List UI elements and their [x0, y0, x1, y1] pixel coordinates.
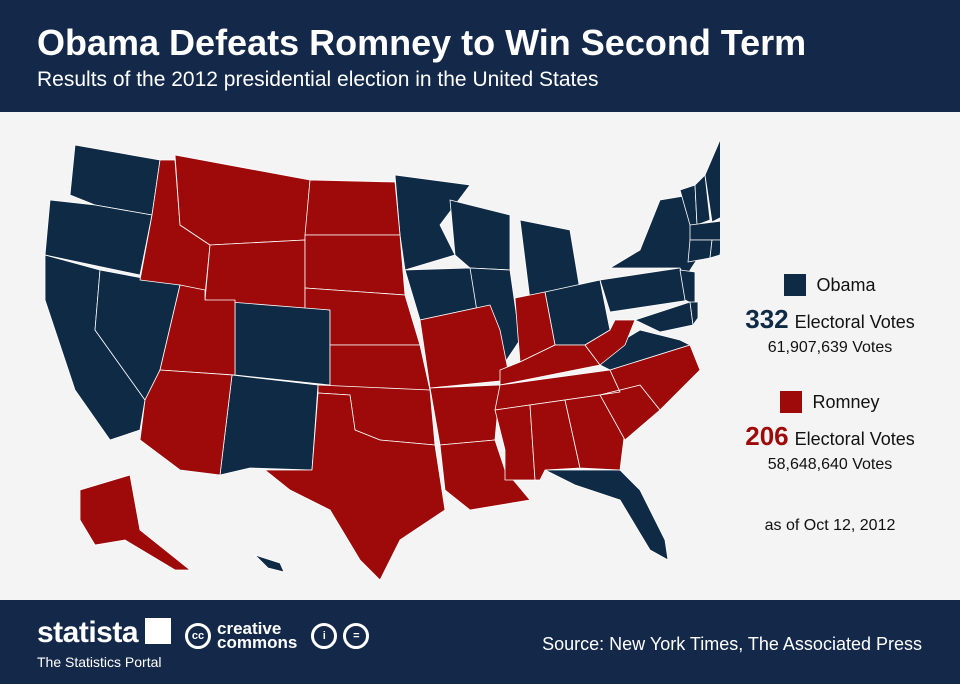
obama-swatch: [784, 274, 807, 296]
state-co: [234, 299, 331, 386]
attribution-icon: i: [311, 623, 338, 649]
obama-electoral-count: 332: [745, 304, 789, 334]
state-or: [44, 199, 153, 276]
state-de: [689, 301, 699, 326]
as-of-date: as of Oct 12, 2012: [764, 517, 896, 534]
state-nd: [304, 179, 401, 236]
footer: statista The Statistics Portal cc creati…: [0, 600, 960, 684]
state-nh: [694, 174, 711, 226]
state-fl: [544, 469, 669, 561]
romney-electoral: 206 Electoral Votes: [720, 421, 940, 452]
state-tx: [264, 392, 446, 581]
statista-logo[interactable]: statista: [37, 616, 139, 649]
state-sd: [304, 234, 406, 296]
state-az: [139, 369, 233, 476]
cc-icon: cc: [185, 623, 211, 649]
state-ks: [329, 344, 431, 391]
legend-romney: Romney: [720, 389, 940, 415]
state-ms: [494, 404, 536, 481]
state-mt: [174, 154, 311, 246]
state-pa: [599, 267, 691, 313]
state-ma: [689, 220, 720, 241]
state-ct: [687, 239, 713, 263]
state-ak: [79, 474, 191, 571]
state-me: [704, 139, 720, 223]
legend-obama: Obama: [720, 272, 940, 298]
state-ri: [709, 239, 720, 259]
header: Obama Defeats Romney to Win Second Term …: [0, 0, 960, 112]
state-wy: [204, 239, 306, 309]
source-text: Source: New York Times, The Associated P…: [542, 634, 922, 654]
statista-tagline: The Statistics Portal: [37, 654, 162, 670]
electoral-label: Electoral Votes: [794, 312, 915, 332]
romney-electoral-count: 206: [745, 421, 789, 451]
romney-name: Romney: [812, 391, 880, 412]
legend: Obama 332 Electoral Votes 61,907,639 Vote…: [720, 272, 940, 474]
statista-logo-mark-icon: [145, 618, 171, 644]
romney-popular-votes: 58,648,640 Votes: [767, 456, 893, 473]
state-wi: [449, 199, 511, 271]
state-nm: [219, 374, 319, 476]
obama-name: Obama: [816, 274, 876, 295]
romney-swatch: [780, 391, 803, 413]
state-nc: [599, 344, 701, 411]
state-wv: [584, 319, 636, 366]
creative-commons-logo[interactable]: cc creative commons i =: [185, 619, 370, 652]
obama-popular-votes: 61,907,639 Votes: [767, 339, 893, 356]
page-subtitle: Results of the 2012 presidential electio…: [37, 68, 599, 91]
us-election-map: [44, 139, 720, 581]
electoral-label: Electoral Votes: [794, 429, 915, 449]
state-la: [439, 439, 531, 511]
page-title: Obama Defeats Romney to Win Second Term: [37, 22, 807, 63]
state-ar: [429, 384, 501, 446]
state-oh: [544, 279, 611, 346]
no-derivatives-icon: =: [343, 623, 370, 649]
cc-line1: creative: [217, 619, 282, 638]
cc-line2: commons: [217, 633, 298, 652]
state-mo: [419, 304, 511, 389]
state-hi: [254, 554, 285, 573]
obama-electoral: 332 Electoral Votes: [720, 304, 940, 335]
